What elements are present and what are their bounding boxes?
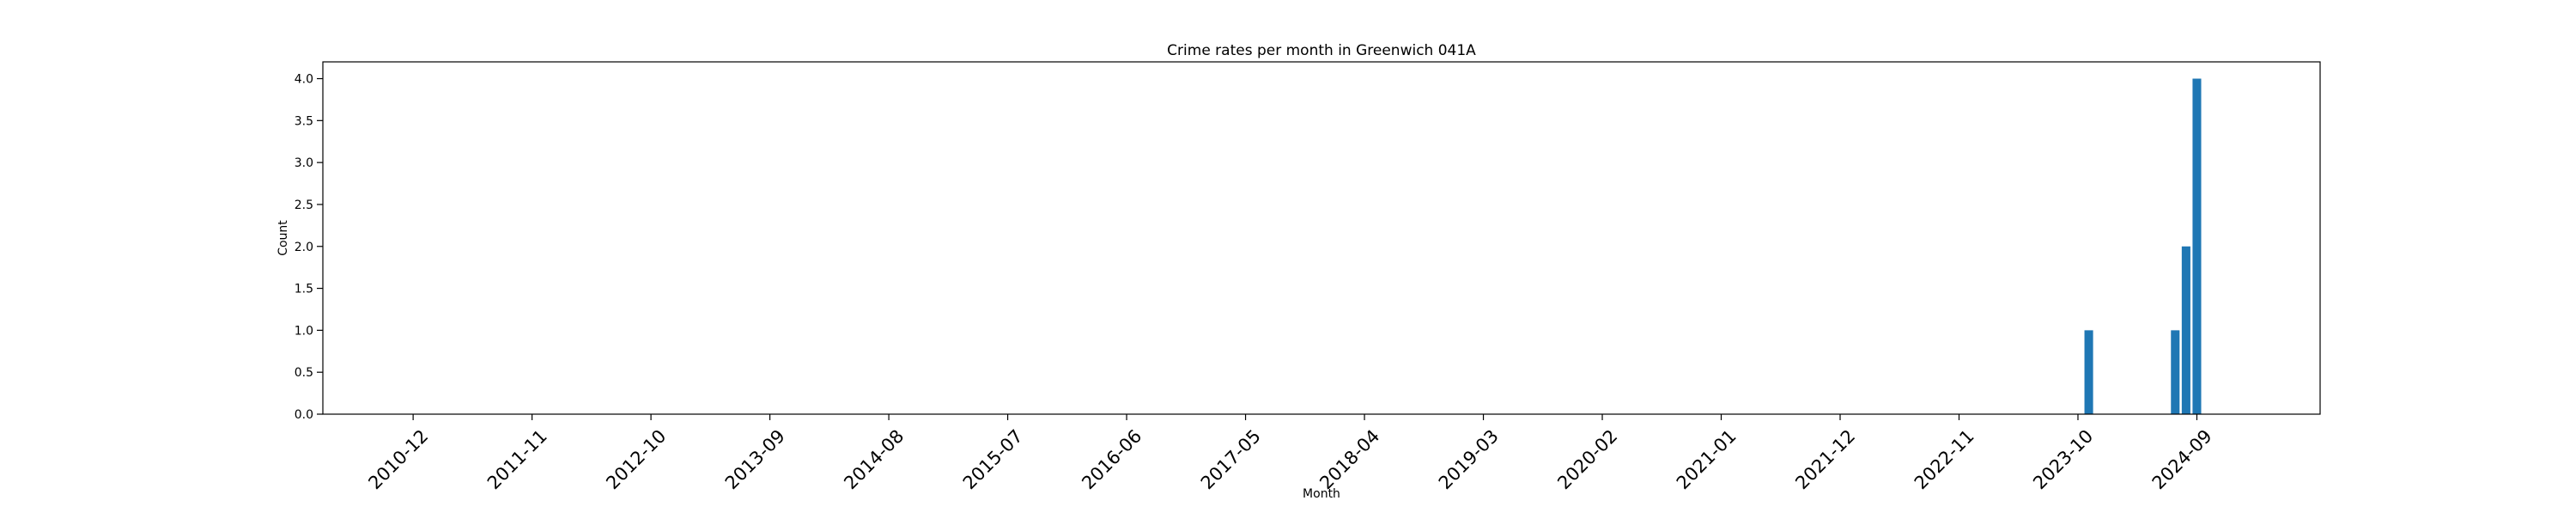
x-axis: 2010-12 2011-11 2012-10 2013-09 2014-08 2015-… — [364, 414, 2216, 493]
x-tick-label: 2016-06 — [1078, 425, 1145, 493]
x-tick-label: 2020-02 — [1553, 425, 1621, 493]
x-tick-label: 2021-01 — [1673, 425, 1741, 493]
y-tick-label: 2.5 — [295, 198, 313, 212]
x-tick-label: 2018-04 — [1315, 425, 1383, 493]
y-tick-label: 3.0 — [295, 156, 313, 170]
y-tick-label: 1.0 — [295, 324, 313, 338]
bar-2024-09 — [2192, 78, 2202, 415]
y-tick-label: 0.0 — [295, 408, 313, 422]
x-axis-label: Month — [1303, 487, 1340, 501]
chart-title: Crime rates per month in Greenwich 041A — [1167, 42, 1476, 59]
x-tick-label: 2024-09 — [2148, 425, 2216, 493]
bar-2023-11 — [2084, 330, 2093, 414]
x-tick-label: 2015-07 — [959, 425, 1027, 493]
x-tick-label: 2019-03 — [1435, 425, 1503, 493]
y-axis: 0.0 0.5 1.0 1.5 2.0 2.5 3.0 3.5 4.0 — [295, 73, 323, 422]
y-tick-label: 2.0 — [295, 241, 313, 254]
y-axis-label: Count — [276, 220, 290, 256]
bar-2024-07 — [2171, 330, 2180, 414]
y-tick-label: 3.5 — [295, 114, 313, 128]
y-tick-label: 0.5 — [295, 366, 313, 380]
plot-frame — [322, 61, 2321, 415]
x-tick-label: 2011-11 — [483, 425, 551, 493]
x-tick-label: 2017-05 — [1197, 425, 1265, 493]
x-tick-label: 2022-11 — [1911, 425, 1978, 493]
x-tick-label: 2023-10 — [2029, 425, 2097, 493]
x-tick-label: 2010-12 — [364, 425, 432, 493]
x-tick-label: 2013-09 — [721, 425, 789, 493]
y-tick-label: 1.5 — [295, 283, 313, 296]
bar-2024-08 — [2181, 246, 2190, 414]
bars-layer — [2084, 78, 2202, 415]
x-tick-label: 2014-08 — [840, 425, 908, 493]
x-tick-label: 2021-12 — [1791, 425, 1859, 493]
y-tick-label: 4.0 — [295, 73, 313, 87]
x-tick-label: 2012-10 — [602, 425, 670, 493]
